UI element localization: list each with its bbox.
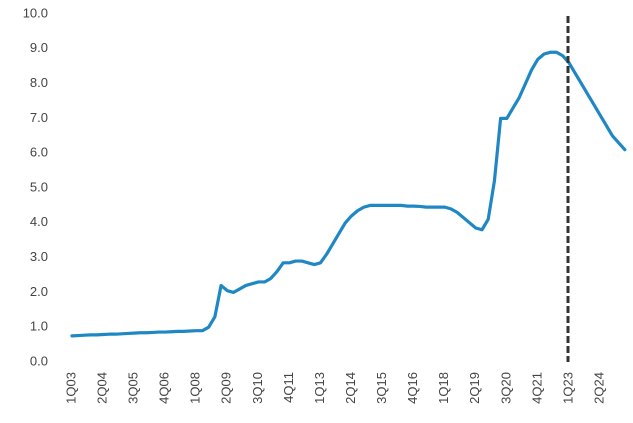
y-tick-label: 3.0 [30,249,48,264]
x-tick-label: 2Q14 [343,372,358,404]
x-tick-label: 2Q04 [94,372,109,404]
x-tick-label: 2Q24 [591,372,606,404]
data-line [70,50,627,338]
y-tick-label: 4.0 [30,214,48,229]
x-tick-label: 2Q19 [467,372,482,404]
x-tick-label: 1Q23 [560,372,575,404]
x-tick-label: 3Q05 [126,372,141,404]
x-tick-label: 1Q13 [312,372,327,404]
x-tick-label: 3Q10 [250,372,265,404]
y-tick-label: 9.0 [30,40,48,55]
x-tick-label: 3Q15 [374,372,389,404]
y-tick-label: 5.0 [30,179,48,194]
y-tick-label: 6.0 [30,145,48,160]
x-tick-label: 4Q21 [529,372,544,404]
y-tick-label: 2.0 [30,284,48,299]
y-tick-label: 7.0 [30,110,48,125]
x-tick-label: 4Q06 [157,372,172,404]
x-tick-label: 3Q20 [498,372,513,404]
y-tick-label: 8.0 [30,75,48,90]
x-tick-label: 1Q18 [436,372,451,404]
x-tick-label: 1Q03 [63,372,78,404]
x-tick-label: 1Q08 [188,372,203,404]
y-tick-label: 1.0 [30,319,48,334]
x-tick-label: 4Q11 [281,372,296,403]
y-tick-label: 10.0 [23,5,48,20]
y-tick-label: 0.0 [30,353,48,368]
x-tick-label: 4Q16 [405,372,420,404]
x-tick-label: 2Q09 [219,372,234,404]
